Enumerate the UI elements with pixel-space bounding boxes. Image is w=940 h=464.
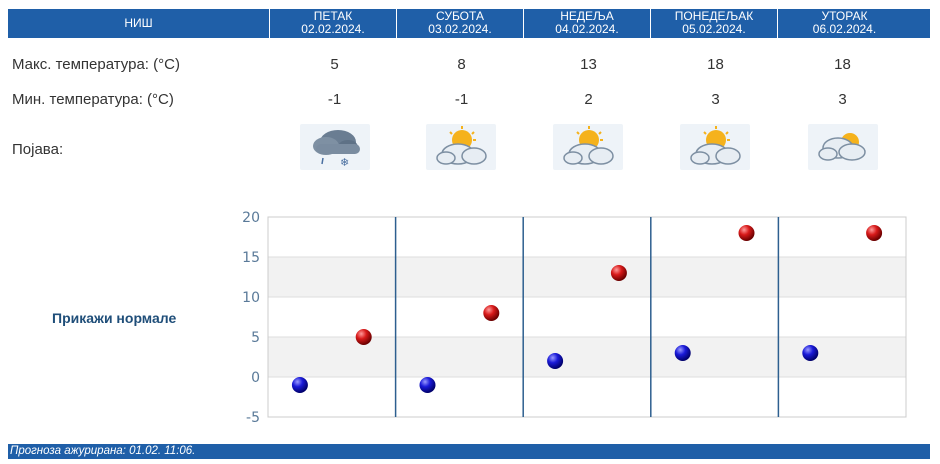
min-temp-value: 3 [711, 90, 720, 108]
min-temp-value: 2 [584, 90, 593, 108]
grid-band [268, 337, 906, 377]
min-temp-label: Мин. температура: (°C) [12, 90, 174, 108]
show-normals-link[interactable]: Прикажи нормале [52, 310, 177, 326]
min-temp-point [419, 377, 436, 393]
day-header: УТОРАК 06.02.2024. [778, 9, 911, 38]
day-header: СУБОТА 03.02.2024. [397, 9, 524, 38]
temperature-chart: 20 15 10 5 0 -5 [242, 210, 907, 426]
day-date: 02.02.2024. [301, 22, 365, 36]
day-name: ПЕТАК [313, 9, 353, 23]
day-name: ПОНЕДЕЉАК [674, 9, 754, 23]
partly-cloudy-icon [808, 124, 878, 170]
min-temp-point [802, 345, 819, 361]
day-header: НЕДЕЉА 04.02.2024. [524, 9, 651, 38]
sun-behind-cloud-icon [426, 124, 496, 170]
max-temp-point [355, 329, 372, 345]
forecast-header: НИШ ПЕТАК 02.02.2024. СУБОТА 03.02.2024.… [8, 9, 930, 38]
min-temp-point [674, 345, 691, 361]
y-tick-label: 15 [242, 250, 260, 266]
min-temp-point [547, 353, 564, 369]
max-temp-point [483, 305, 500, 321]
max-temp-value: 13 [580, 55, 597, 73]
day-header: ПЕТАК 02.02.2024. [270, 9, 397, 38]
svg-text:❄: ❄ [340, 156, 349, 169]
y-tick-label: 20 [242, 210, 260, 226]
max-temp-row: Макс. температура: (°C) 5 8 13 18 18 [0, 49, 940, 79]
min-temp-row: Мин. температура: (°C) -1 -1 2 3 3 [0, 84, 940, 114]
max-temp-value: 5 [330, 55, 339, 73]
min-temp-value: 3 [838, 90, 847, 108]
day-header: ПОНЕДЕЉАК 05.02.2024. [651, 9, 778, 38]
phenomenon-row: Појава: [0, 134, 940, 164]
max-temp-point [610, 265, 627, 281]
y-tick-label: -5 [246, 410, 260, 426]
min-temp-point [291, 377, 308, 393]
sun-behind-cloud-icon [680, 124, 750, 170]
day-date: 05.02.2024. [682, 22, 746, 36]
max-temp-point [738, 225, 755, 241]
phenomenon-label: Појава: [12, 140, 64, 158]
day-date: 06.02.2024. [812, 22, 877, 36]
min-temp-value: -1 [454, 90, 469, 108]
day-name: СУБОТА [436, 9, 484, 23]
day-date: 04.02.2024. [555, 22, 619, 36]
plot-frame [267, 216, 907, 418]
grid-band [268, 257, 906, 297]
forecast-updated-footer: Прогноза ажурирана: 01.02. 11:06. [8, 444, 930, 459]
max-temp-value: 8 [457, 55, 466, 73]
cloud-snow-icon: ❄ [300, 124, 370, 170]
city-name: НИШ [8, 9, 270, 38]
max-temp-label: Макс. температура: (°C) [12, 55, 180, 73]
day-name: НЕДЕЉА [560, 9, 614, 23]
y-tick-label: 5 [251, 330, 260, 346]
max-temp-point [866, 225, 883, 241]
y-tick-label: 0 [251, 370, 260, 386]
day-name: УТОРАК [821, 9, 868, 23]
sun-behind-cloud-icon [553, 124, 623, 170]
max-temp-value: 18 [707, 55, 724, 73]
day-date: 03.02.2024. [428, 22, 492, 36]
min-temp-value: -1 [327, 90, 342, 108]
y-tick-label: 10 [242, 290, 260, 306]
max-temp-value: 18 [834, 55, 851, 73]
